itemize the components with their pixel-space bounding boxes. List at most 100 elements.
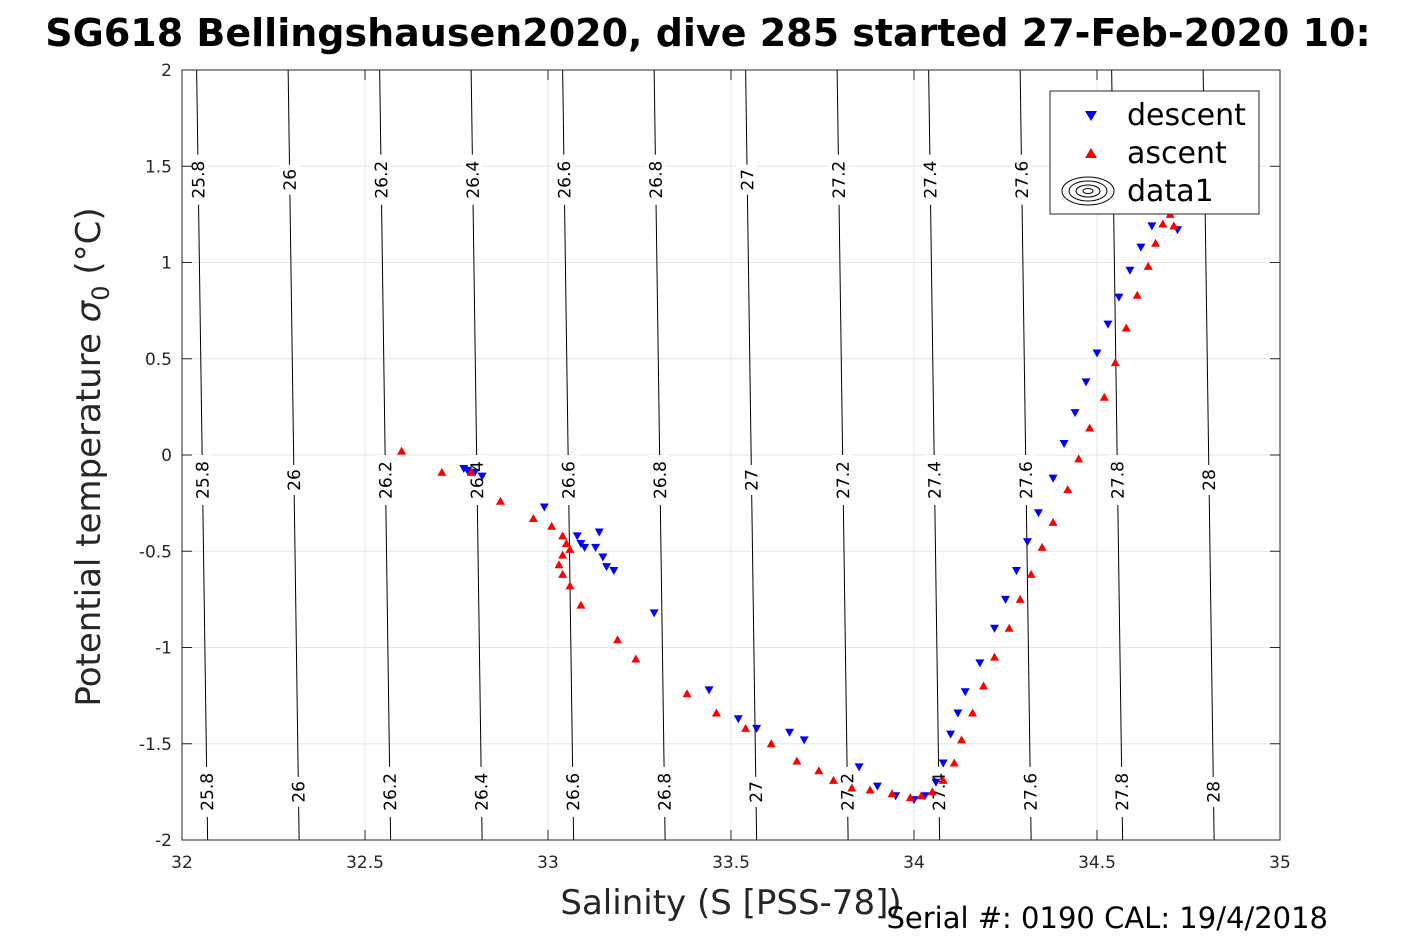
ascent-point bbox=[766, 739, 776, 748]
svg-text:27.6: 27.6 bbox=[1021, 773, 1042, 811]
descent-point bbox=[580, 543, 590, 552]
ascent-point bbox=[828, 775, 838, 784]
descent-point bbox=[704, 686, 714, 695]
contour-label: 27 bbox=[745, 776, 767, 808]
ascent-point bbox=[554, 560, 564, 569]
ascent-point bbox=[949, 758, 959, 767]
y-tick-label: 1 bbox=[161, 254, 172, 274]
ascent-point bbox=[565, 581, 575, 590]
y-tick-label: -2 bbox=[155, 831, 172, 851]
svg-text:26.6: 26.6 bbox=[564, 773, 585, 811]
descent-point bbox=[1033, 509, 1043, 518]
svg-text:27.6: 27.6 bbox=[1012, 161, 1033, 199]
descent-point bbox=[1059, 439, 1069, 448]
ascent-point bbox=[1048, 517, 1058, 526]
contour-label: 26.8 bbox=[645, 154, 667, 205]
contour-label: 26 bbox=[288, 776, 310, 808]
contour-label: 27.6 bbox=[1011, 154, 1033, 205]
y-tick-label: 0.5 bbox=[145, 350, 172, 370]
contour-label: 26 bbox=[283, 464, 305, 496]
descent-point bbox=[953, 709, 963, 718]
descent-point bbox=[477, 472, 487, 481]
ascent-point bbox=[865, 785, 875, 794]
ascent-point bbox=[711, 708, 721, 717]
descent-point bbox=[785, 728, 795, 737]
contour-label: 27 bbox=[736, 164, 758, 195]
descent-point bbox=[938, 759, 948, 768]
svg-text:26.8: 26.8 bbox=[646, 161, 667, 199]
ascent-point bbox=[437, 467, 447, 476]
ascent-point bbox=[1110, 358, 1120, 367]
descent-point bbox=[539, 503, 549, 512]
contour-label: 26.6 bbox=[562, 766, 585, 818]
descent-point bbox=[975, 659, 985, 668]
y-tick-label: 2 bbox=[161, 61, 172, 81]
ascent-point bbox=[814, 766, 824, 775]
descent-point bbox=[1147, 222, 1157, 231]
contour-label: 26.4 bbox=[462, 154, 484, 205]
legend-data1-label: data1 bbox=[1127, 174, 1214, 209]
ascent-point bbox=[613, 635, 623, 644]
ascent-point bbox=[905, 793, 915, 802]
contour-label: 27.8 bbox=[1111, 766, 1133, 818]
contour-label: 27.6 bbox=[1015, 454, 1037, 506]
contour-label: 26.6 bbox=[553, 154, 575, 205]
ascent-point bbox=[466, 467, 476, 476]
svg-text:26.8: 26.8 bbox=[655, 773, 676, 811]
contour-label: 26.6 bbox=[558, 454, 580, 506]
svg-text:26.8: 26.8 bbox=[651, 461, 672, 499]
ascent-point bbox=[927, 787, 937, 796]
descent-point bbox=[1125, 266, 1135, 275]
ascent-point bbox=[957, 735, 967, 744]
legend-descent-marker bbox=[1085, 111, 1097, 121]
x-tick-label: 34.5 bbox=[1078, 853, 1116, 873]
contour-label: 26 bbox=[279, 164, 301, 195]
ascent-point bbox=[887, 789, 897, 798]
svg-text:27.4: 27.4 bbox=[921, 161, 942, 199]
descent-point bbox=[1103, 320, 1113, 329]
descent-point bbox=[931, 778, 941, 787]
x-axis-label: Salinity (S [PSS-78]) bbox=[560, 883, 901, 923]
ascent-point bbox=[1143, 261, 1153, 270]
x-tick-label: 32.5 bbox=[346, 853, 384, 873]
svg-text:28: 28 bbox=[1204, 781, 1224, 803]
contour-label: 27.4 bbox=[924, 454, 946, 506]
ascent-point bbox=[1158, 219, 1168, 228]
ascent-point bbox=[682, 689, 692, 698]
ascent-point bbox=[1004, 623, 1014, 632]
x-tick-label: 33.5 bbox=[712, 853, 750, 873]
descent-point bbox=[946, 730, 956, 739]
chart-title: SG618 Bellingshausen2020, dive 285 start… bbox=[45, 11, 1370, 55]
descent-point bbox=[872, 782, 882, 791]
descent-point bbox=[1136, 243, 1146, 252]
y-tick-label: -1.5 bbox=[139, 735, 172, 755]
descent-point bbox=[572, 532, 582, 541]
density-contour-line bbox=[287, 70, 300, 840]
contour-label: 26.2 bbox=[375, 454, 397, 506]
ascent-point bbox=[561, 539, 571, 548]
ascent-point bbox=[1085, 423, 1095, 432]
x-tick-label: 32 bbox=[171, 853, 193, 873]
svg-text:27: 27 bbox=[747, 781, 767, 803]
descent-point bbox=[1011, 567, 1021, 575]
ascent-point bbox=[1099, 392, 1109, 401]
svg-text:25.8: 25.8 bbox=[198, 773, 219, 811]
svg-text:27: 27 bbox=[742, 469, 762, 491]
y-tick-label: -1 bbox=[155, 639, 172, 659]
descent-point bbox=[1092, 349, 1102, 358]
descent-point bbox=[1022, 538, 1032, 547]
contour-label: 26.4 bbox=[466, 454, 489, 506]
svg-text:27.2: 27.2 bbox=[829, 161, 850, 199]
contour-label: 26.2 bbox=[370, 154, 392, 205]
svg-text:26.4: 26.4 bbox=[472, 773, 493, 811]
ascent-point bbox=[1037, 542, 1047, 551]
legend-contour-icon bbox=[1061, 176, 1115, 206]
ascent-point bbox=[528, 514, 538, 523]
svg-text:26: 26 bbox=[289, 781, 309, 803]
svg-text:26.2: 26.2 bbox=[381, 773, 402, 811]
svg-text:27.2: 27.2 bbox=[838, 773, 859, 811]
contour-label: 25.8 bbox=[187, 154, 209, 205]
svg-text:25.8: 25.8 bbox=[193, 461, 214, 499]
svg-text:26.4: 26.4 bbox=[468, 461, 489, 499]
